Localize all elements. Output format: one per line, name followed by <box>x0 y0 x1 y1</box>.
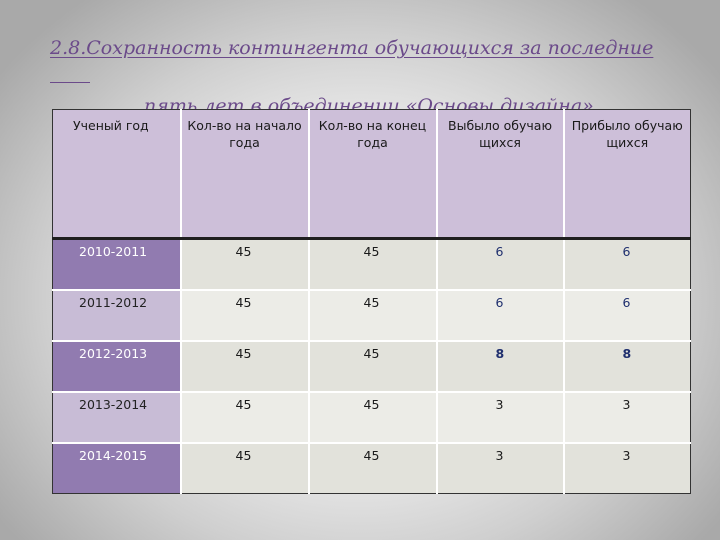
cell-arrived: 6 <box>563 289 691 342</box>
slide-title: 2.8.Сохранность контингента обучающихся … <box>46 34 686 121</box>
table-row: 2011-2012 45 45 6 6 <box>52 289 691 342</box>
cell-arrived: 3 <box>563 391 691 444</box>
table-row: 2013-2014 45 45 3 3 <box>52 391 691 444</box>
cell-end: 45 <box>308 442 438 494</box>
table-row: 2010-2011 45 45 6 6 <box>52 238 691 291</box>
header-year: Ученый год <box>52 109 182 240</box>
cell-arrived: 3 <box>563 442 691 494</box>
cell-start: 45 <box>180 289 310 342</box>
cell-end: 45 <box>308 391 438 444</box>
cell-year: 2014-2015 <box>52 442 182 494</box>
cell-left: 3 <box>436 442 565 494</box>
cell-start: 45 <box>180 391 310 444</box>
cell-end: 45 <box>308 238 438 291</box>
header-start-count: Кол-во на начало года <box>180 109 310 240</box>
cell-left: 3 <box>436 391 565 444</box>
header-end-count: Кол-во на конец года <box>308 109 438 240</box>
title-underline-extension <box>50 64 90 83</box>
retention-table: Ученый год Кол-во на начало года Кол-во … <box>52 109 691 494</box>
cell-end: 45 <box>308 289 438 342</box>
cell-start: 45 <box>180 238 310 291</box>
cell-year: 2013-2014 <box>52 391 182 444</box>
header-arrived-count: Прибыло обучаю щихся <box>563 109 691 240</box>
title-line-1-text: 2.8.Сохранность контингента обучающихся … <box>50 37 654 59</box>
cell-left: 8 <box>436 340 565 393</box>
table-row: 2014-2015 45 45 3 3 <box>52 442 691 494</box>
cell-year: 2012-2013 <box>52 340 182 393</box>
cell-year: 2011-2012 <box>52 289 182 342</box>
cell-arrived: 6 <box>563 238 691 291</box>
cell-arrived: 8 <box>563 340 691 393</box>
table-row: 2012-2013 45 45 8 8 <box>52 340 691 393</box>
cell-left: 6 <box>436 289 565 342</box>
cell-end: 45 <box>308 340 438 393</box>
cell-start: 45 <box>180 340 310 393</box>
title-line-1: 2.8.Сохранность контингента обучающихся … <box>46 34 686 92</box>
cell-year: 2010-2011 <box>52 238 182 291</box>
cell-start: 45 <box>180 442 310 494</box>
cell-left: 6 <box>436 238 565 291</box>
table-header-row: Ученый год Кол-во на начало года Кол-во … <box>52 109 691 240</box>
header-left-count: Выбыло обучаю щихся <box>436 109 565 240</box>
